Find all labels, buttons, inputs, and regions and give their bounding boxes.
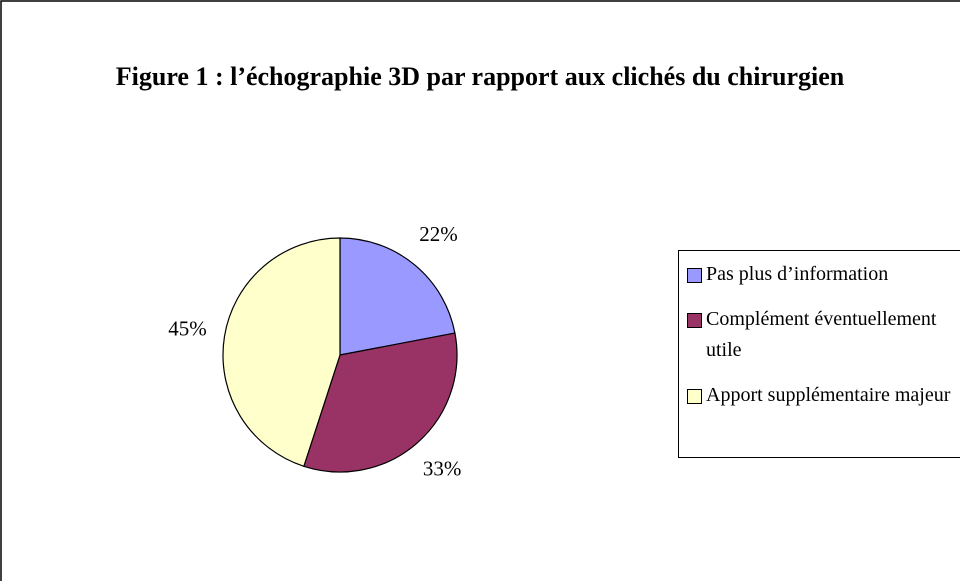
legend-swatch <box>687 313 702 328</box>
data-label: 33% <box>423 457 462 481</box>
legend-label: Complément éventuellement utile <box>706 308 937 361</box>
chart-title: Figure 1 : l’échographie 3D par rapport … <box>115 62 845 91</box>
legend-item: Apport supplémentaire majeur <box>687 380 960 411</box>
legend-item: Pas plus d’information <box>687 259 960 290</box>
legend: Pas plus d’information Complément éventue… <box>678 250 960 458</box>
data-label: 22% <box>419 222 458 246</box>
pie-slice <box>303 332 458 473</box>
legend-swatch <box>687 389 702 404</box>
pie-slice <box>222 237 341 468</box>
data-label: 45% <box>168 317 207 341</box>
legend-item: Complément éventuellement utile <box>687 304 960 366</box>
legend-swatch <box>687 268 702 283</box>
legend-label: Apport supplémentaire majeur <box>706 384 951 406</box>
pie-slice <box>339 237 456 356</box>
legend-label: Pas plus d’information <box>706 263 889 285</box>
